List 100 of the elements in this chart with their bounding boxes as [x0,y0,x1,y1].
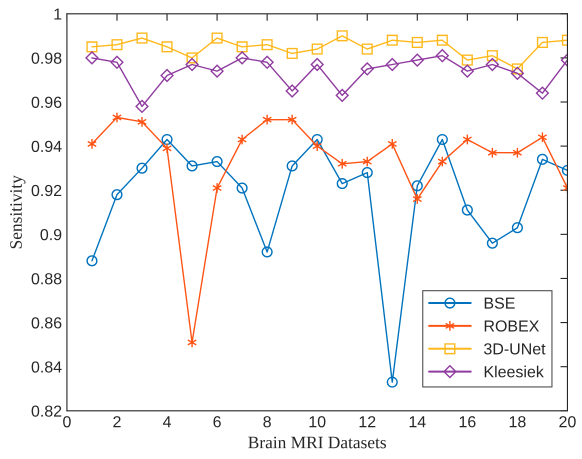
point [161,134,173,146]
x-tick-label: 2 [113,416,121,428]
point [135,100,149,113]
legend-label: 3D-UNet [484,343,546,355]
x-tick-label: 4 [162,416,172,428]
point [437,156,448,168]
point [536,36,548,48]
point [185,58,199,72]
y-tick-label: 0.88 [32,273,62,284]
point [262,246,273,258]
point [460,64,474,78]
point [87,138,97,150]
point [362,156,372,168]
y-tick-label: 0.84 [32,361,62,373]
point [136,162,148,174]
y-tick-label: 0.86 [32,317,62,329]
point [111,189,123,200]
point [161,41,173,52]
point [487,147,498,158]
point [536,154,548,165]
point [362,44,373,55]
point [111,39,123,50]
point [386,376,398,388]
y-tick-label: 0.92 [32,184,62,196]
point [312,44,323,55]
point [310,58,324,72]
point [336,88,349,102]
point [312,134,323,146]
point [486,238,498,249]
point [260,56,274,69]
point [386,34,398,46]
point [436,49,449,62]
point [486,58,499,72]
y-tick-label: 0.94 [32,140,62,152]
point [236,41,248,52]
legend-label: ROBEX [484,320,540,332]
legend-label: Kleesiek [484,366,544,378]
point [536,86,550,100]
point [86,41,98,52]
point [538,132,548,143]
point [137,116,147,128]
point [262,114,272,126]
point [436,34,448,46]
point [512,63,523,74]
y-axis-title: Sensitivity [10,175,26,248]
point [162,142,172,154]
point [110,56,124,69]
x-axis-title: Brain MRI Datasets [248,436,386,448]
point [212,182,222,194]
point [362,167,373,178]
point [412,193,422,205]
legend-label: BSE [484,297,515,309]
point [112,112,122,123]
x-tick-label: 8 [263,416,271,428]
x-tick-label: 20 [559,416,576,428]
point [436,134,448,146]
x-tick-label: 18 [510,416,526,428]
point [85,51,99,64]
point [136,32,148,44]
point [336,30,348,42]
point [312,140,322,152]
x-tick-label: 16 [460,416,476,428]
point [236,182,248,194]
point [512,222,523,234]
point [410,54,424,67]
point [287,114,298,126]
point [262,39,273,50]
point [510,66,524,80]
point [86,255,98,266]
point [486,50,498,62]
y-tick-label: 0.82 [32,405,62,417]
point [286,48,298,60]
point [462,134,472,146]
x-tick-label: 12 [360,416,376,428]
point [337,158,348,170]
point [160,68,174,82]
point [412,36,423,48]
point [286,160,298,172]
point [386,58,399,72]
y-tick-label: 0.96 [32,96,62,108]
point [336,178,348,190]
point [286,84,299,98]
point [462,204,473,216]
point [186,52,198,64]
x-tick-label: 6 [213,416,221,428]
point [210,64,224,78]
point [236,51,249,64]
point [237,134,248,146]
y-tick-label: 1 [54,8,62,20]
point [360,62,374,76]
point [387,138,398,150]
x-tick-label: 0 [63,416,71,428]
x-tick-label: 10 [310,416,326,428]
point [512,147,522,158]
point [212,32,223,44]
point [186,160,198,172]
x-tick-label: 14 [410,416,426,428]
y-tick-label: 0.98 [32,52,62,64]
y-tick-label: 0.9 [40,228,62,240]
point [462,54,473,66]
